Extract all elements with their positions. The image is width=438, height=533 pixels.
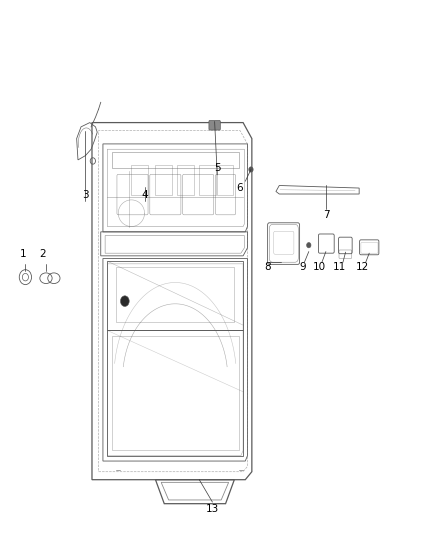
Bar	[177, 165, 194, 195]
Text: 11: 11	[333, 262, 346, 271]
Text: 13: 13	[206, 504, 219, 514]
Text: 7: 7	[323, 211, 330, 220]
Text: 9: 9	[299, 262, 306, 271]
Text: 1: 1	[19, 249, 26, 259]
Text: 6: 6	[237, 183, 244, 193]
Text: 12: 12	[356, 262, 369, 271]
Text: 5: 5	[214, 163, 221, 173]
Bar	[217, 165, 233, 195]
Text: 10: 10	[313, 262, 326, 271]
Text: 2: 2	[39, 249, 46, 259]
Circle shape	[249, 167, 253, 172]
Text: 8: 8	[264, 262, 271, 271]
Bar	[199, 165, 216, 195]
Circle shape	[307, 243, 311, 248]
FancyBboxPatch shape	[209, 120, 220, 130]
Text: 3: 3	[82, 190, 89, 199]
Bar	[155, 165, 172, 195]
Bar	[131, 165, 148, 195]
Text: 4: 4	[141, 190, 148, 199]
Circle shape	[120, 296, 129, 306]
